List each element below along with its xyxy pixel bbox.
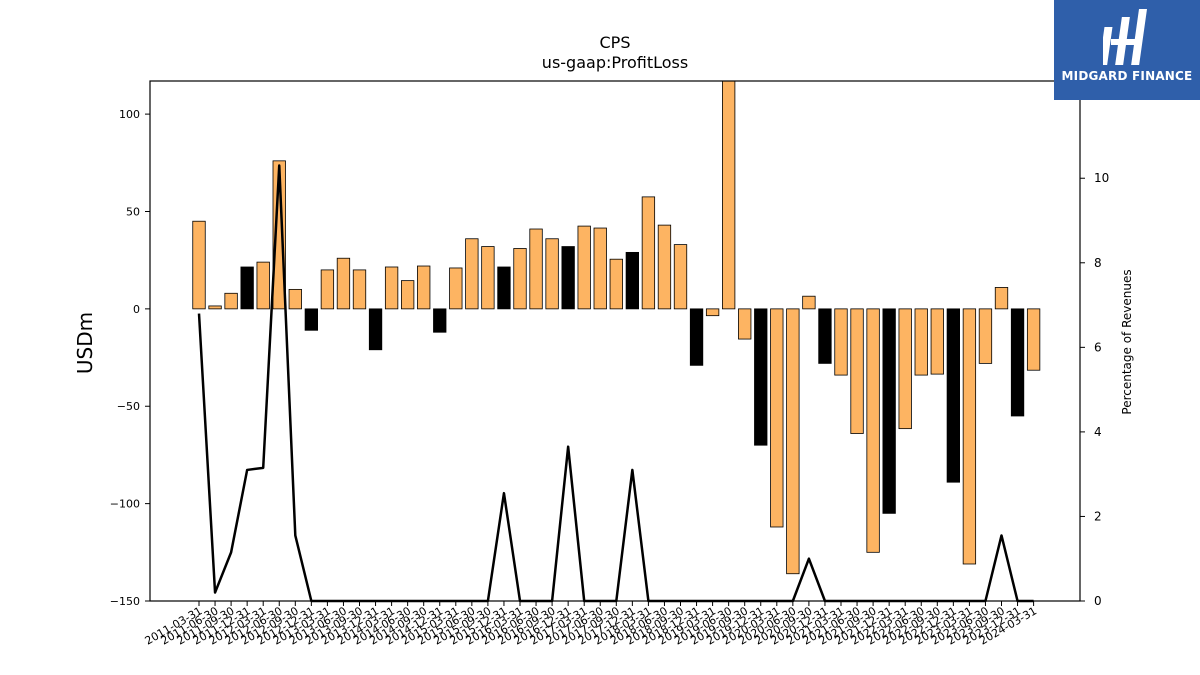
chart-title: CPS — [600, 33, 631, 52]
y-tick-label: −50 — [117, 400, 140, 413]
bar-2013-12-31 — [368, 308, 383, 351]
midgard-finance-logo: MIDGARD FINANCE — [1054, 0, 1200, 100]
bar-2016-06-30 — [529, 228, 543, 310]
bar-2014-09-30 — [417, 265, 431, 310]
bar-2018-06-30 — [657, 224, 672, 310]
bars-group — [192, 80, 1041, 575]
y2-tick-label: 0 — [1094, 594, 1102, 608]
ticks-group: −150−100−5005010002468102011-03-312011-0… — [110, 108, 1110, 647]
y-axis-label: USDm — [73, 312, 97, 374]
bar-2019-03-31 — [705, 308, 720, 317]
y2-tick-label: 6 — [1094, 340, 1102, 354]
bar-2011-09-30 — [224, 292, 238, 310]
bar-2020-03-31 — [770, 308, 784, 528]
bar-2013-09-30 — [352, 269, 367, 310]
bar-2012-06-30 — [272, 160, 286, 310]
plot-frame — [149, 80, 1081, 602]
bar-2023-06-30 — [978, 308, 993, 364]
y-tick-label: −100 — [110, 498, 140, 511]
bar-2018-03-31 — [641, 196, 656, 310]
bar-2018-09-30 — [673, 244, 688, 310]
bar-2012-03-31 — [256, 261, 270, 310]
bar-2016-03-31 — [513, 248, 527, 310]
bar-2013-03-31 — [320, 269, 335, 310]
bar-2017-06-30 — [593, 227, 607, 310]
brand-name: MIDGARD FINANCE — [1061, 69, 1193, 83]
y-tick-label: 100 — [119, 108, 140, 121]
bar-2015-03-31 — [449, 267, 463, 310]
bar-2020-12-31 — [818, 308, 832, 364]
bar-2014-06-30 — [400, 280, 415, 310]
y2-tick-label: 2 — [1094, 509, 1102, 523]
bar-2023-09-30 — [994, 287, 1009, 310]
y-tick-label: 50 — [126, 205, 140, 218]
bar-2015-09-30 — [481, 246, 495, 310]
bar-2020-09-30 — [802, 295, 816, 310]
bar-2022-06-30 — [914, 308, 928, 376]
y2-tick-label: 4 — [1094, 425, 1102, 439]
bar-2011-03-31 — [192, 220, 206, 310]
bar-2011-12-31 — [240, 266, 254, 310]
bar-2015-06-30 — [465, 238, 479, 310]
bar-2021-12-31 — [882, 308, 896, 514]
bar-2013-06-30 — [336, 257, 351, 310]
bar-2017-09-30 — [609, 258, 623, 310]
bar-2012-12-31 — [304, 308, 319, 331]
bar-2014-03-31 — [384, 266, 399, 310]
y-tick-label: −150 — [110, 595, 140, 608]
bar-2017-12-31 — [625, 251, 639, 310]
bar-2014-12-31 — [433, 308, 447, 333]
midgard-m-logo-icon — [1103, 9, 1147, 65]
bar-2022-12-31 — [946, 308, 960, 483]
bar-2022-09-30 — [930, 308, 944, 375]
bar-2023-03-31 — [962, 308, 977, 565]
bar-2015-12-31 — [497, 266, 511, 310]
bar-2024-03-31 — [1026, 308, 1041, 371]
bar-2020-06-30 — [786, 308, 800, 575]
bar-2019-12-31 — [754, 308, 768, 446]
bar-2019-06-30 — [722, 80, 736, 310]
chart-subtitle: us-gaap:ProfitLoss — [542, 53, 688, 72]
bar-2016-09-30 — [545, 238, 559, 310]
bar-2017-03-31 — [577, 225, 591, 310]
y2-axis-label: Percentage of Revenues — [1120, 269, 1134, 414]
y-tick-label: 0 — [133, 303, 140, 316]
bar-2018-12-31 — [689, 308, 704, 366]
bar-2023-12-31 — [1010, 308, 1025, 417]
bar-2021-09-30 — [866, 308, 880, 553]
y2-tick-label: 8 — [1094, 256, 1102, 270]
bar-2012-09-30 — [288, 288, 302, 310]
bar-2019-09-30 — [738, 308, 752, 340]
bar-2022-03-31 — [898, 308, 912, 430]
y2-tick-label: 10 — [1094, 171, 1109, 185]
bar-2021-03-31 — [834, 308, 848, 376]
bar-2016-12-31 — [561, 246, 575, 310]
bar-2011-06-30 — [208, 305, 222, 310]
bar-2021-06-30 — [850, 308, 864, 434]
